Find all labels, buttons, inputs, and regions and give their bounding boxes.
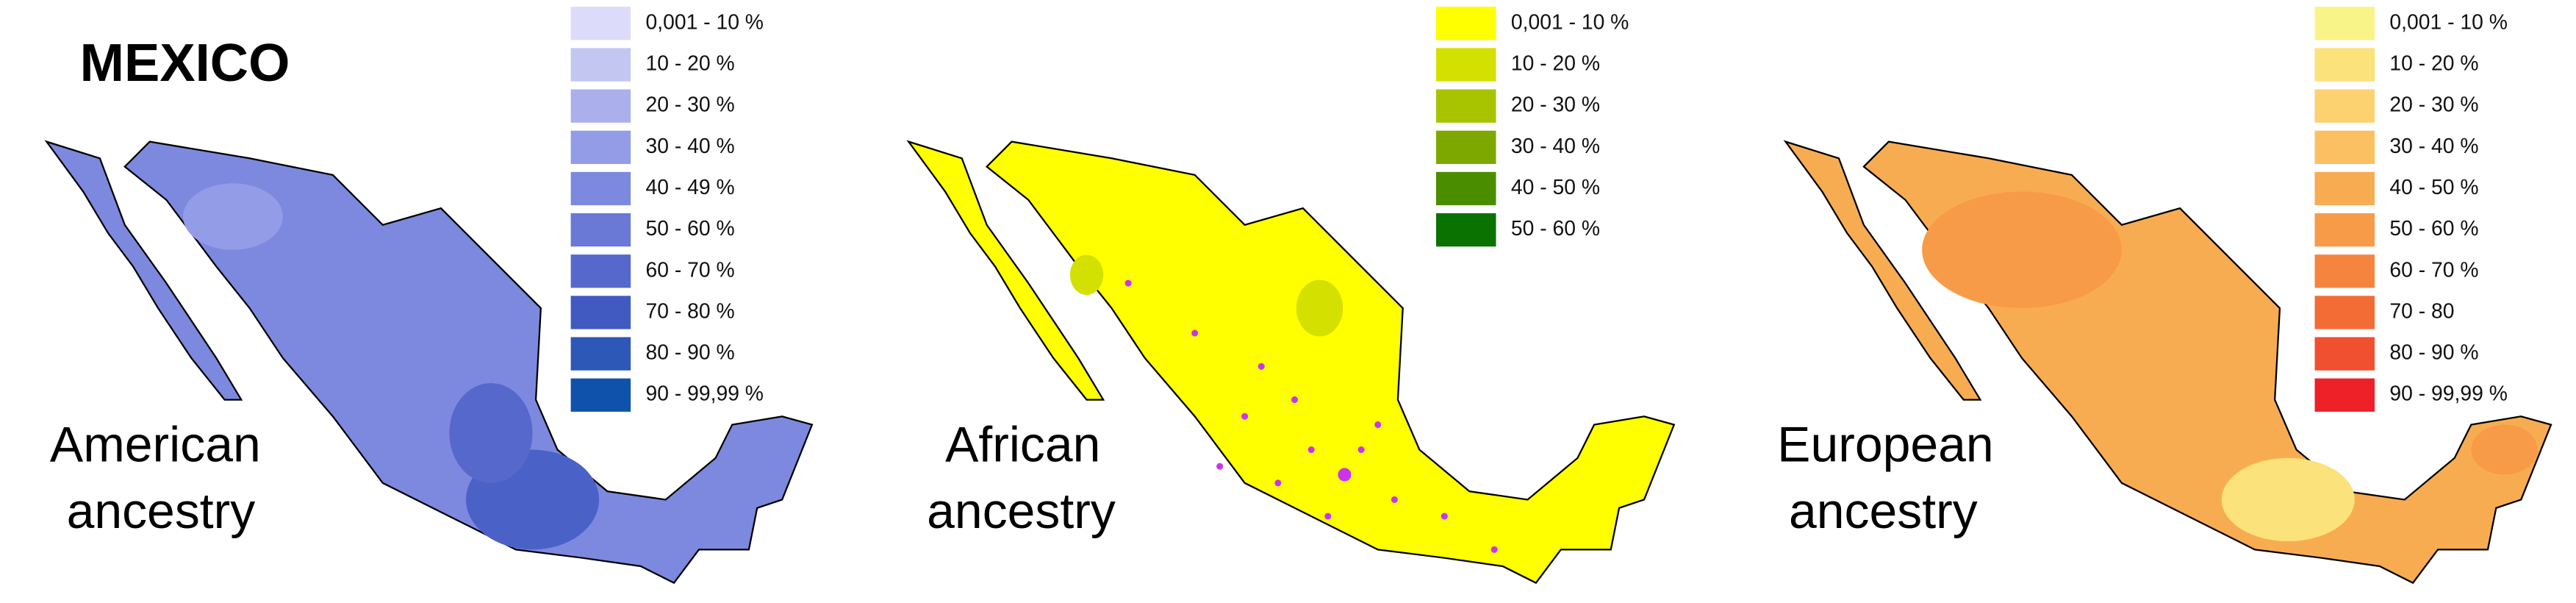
legend-swatch — [570, 296, 631, 329]
legend-label: 40 - 50 % — [2389, 175, 2478, 199]
legend-swatch — [2314, 89, 2375, 123]
map-european — [1784, 140, 2552, 584]
legend-swatch — [1436, 89, 1496, 123]
legend-swatch — [2314, 213, 2375, 247]
legend-label: 0,001 - 10 % — [646, 10, 764, 33]
panel-label: ancestry — [927, 484, 1116, 539]
legend-label: 20 - 30 % — [646, 93, 735, 116]
legend-swatch — [570, 48, 631, 82]
legend-label: 80 - 90 % — [2389, 340, 2478, 364]
legend-swatch — [1436, 7, 1496, 40]
legend-label: 90 - 99,99 % — [2389, 382, 2507, 405]
legend-label: 20 - 30 % — [2389, 93, 2478, 116]
legend-swatch — [570, 7, 631, 40]
legend-label: 0,001 - 10 % — [2389, 10, 2507, 33]
legend-swatch — [1436, 213, 1496, 247]
legend-label: 30 - 40 % — [646, 134, 735, 157]
panel-label: American — [50, 417, 261, 472]
title: MEXICO — [80, 33, 290, 93]
panel-label: African — [945, 417, 1100, 472]
legend-label: 70 - 80 % — [646, 299, 735, 322]
map-american — [46, 140, 814, 584]
legend-label: 50 - 60 % — [2389, 216, 2478, 240]
legend-label: 50 - 60 % — [646, 216, 735, 240]
legend-swatch — [570, 89, 631, 123]
legend-swatch — [570, 213, 631, 247]
legend-label: 90 - 99,99 % — [646, 382, 764, 405]
legend-label: 20 - 30 % — [1511, 93, 1600, 116]
legend-label: 10 - 20 % — [646, 51, 735, 74]
legend-label: 40 - 49 % — [646, 175, 735, 199]
legend-label: 60 - 70 % — [646, 257, 735, 281]
legend-swatch — [2314, 378, 2375, 412]
panel-label: European — [1777, 417, 1994, 472]
map-african — [908, 140, 1675, 584]
legend-label: 40 - 50 % — [1511, 175, 1600, 199]
panel-label: ancestry — [1789, 484, 1978, 539]
legend-label: 70 - 80 — [2389, 299, 2454, 322]
panel-label: ancestry — [67, 484, 256, 539]
legend-label: 60 - 70 % — [2389, 257, 2478, 281]
legend-swatch — [2314, 171, 2375, 206]
legend-swatch — [570, 171, 631, 206]
legend-label: 10 - 20 % — [2389, 51, 2478, 74]
legend-label: 30 - 40 % — [2389, 134, 2478, 157]
legend-label: 10 - 20 % — [1511, 51, 1600, 74]
legend-label: 80 - 90 % — [646, 340, 735, 364]
legend-swatch — [1436, 48, 1496, 82]
legend-label: 0,001 - 10 % — [1511, 10, 1629, 33]
legend-swatch — [2314, 296, 2375, 329]
legend-swatch — [2314, 7, 2375, 40]
legend-swatch — [2314, 130, 2375, 164]
legend-swatch — [2314, 337, 2375, 371]
legend-swatch — [2314, 254, 2375, 288]
legend-swatch — [570, 130, 631, 164]
legend-swatch — [570, 378, 631, 412]
legend-label: 50 - 60 % — [1511, 216, 1600, 240]
legend-label: 30 - 40 % — [1511, 134, 1600, 157]
legend-swatch — [570, 337, 631, 371]
legend-swatch — [1436, 130, 1496, 164]
legend-swatch — [2314, 48, 2375, 82]
legend-swatch — [1436, 171, 1496, 206]
legend-swatch — [570, 254, 631, 288]
